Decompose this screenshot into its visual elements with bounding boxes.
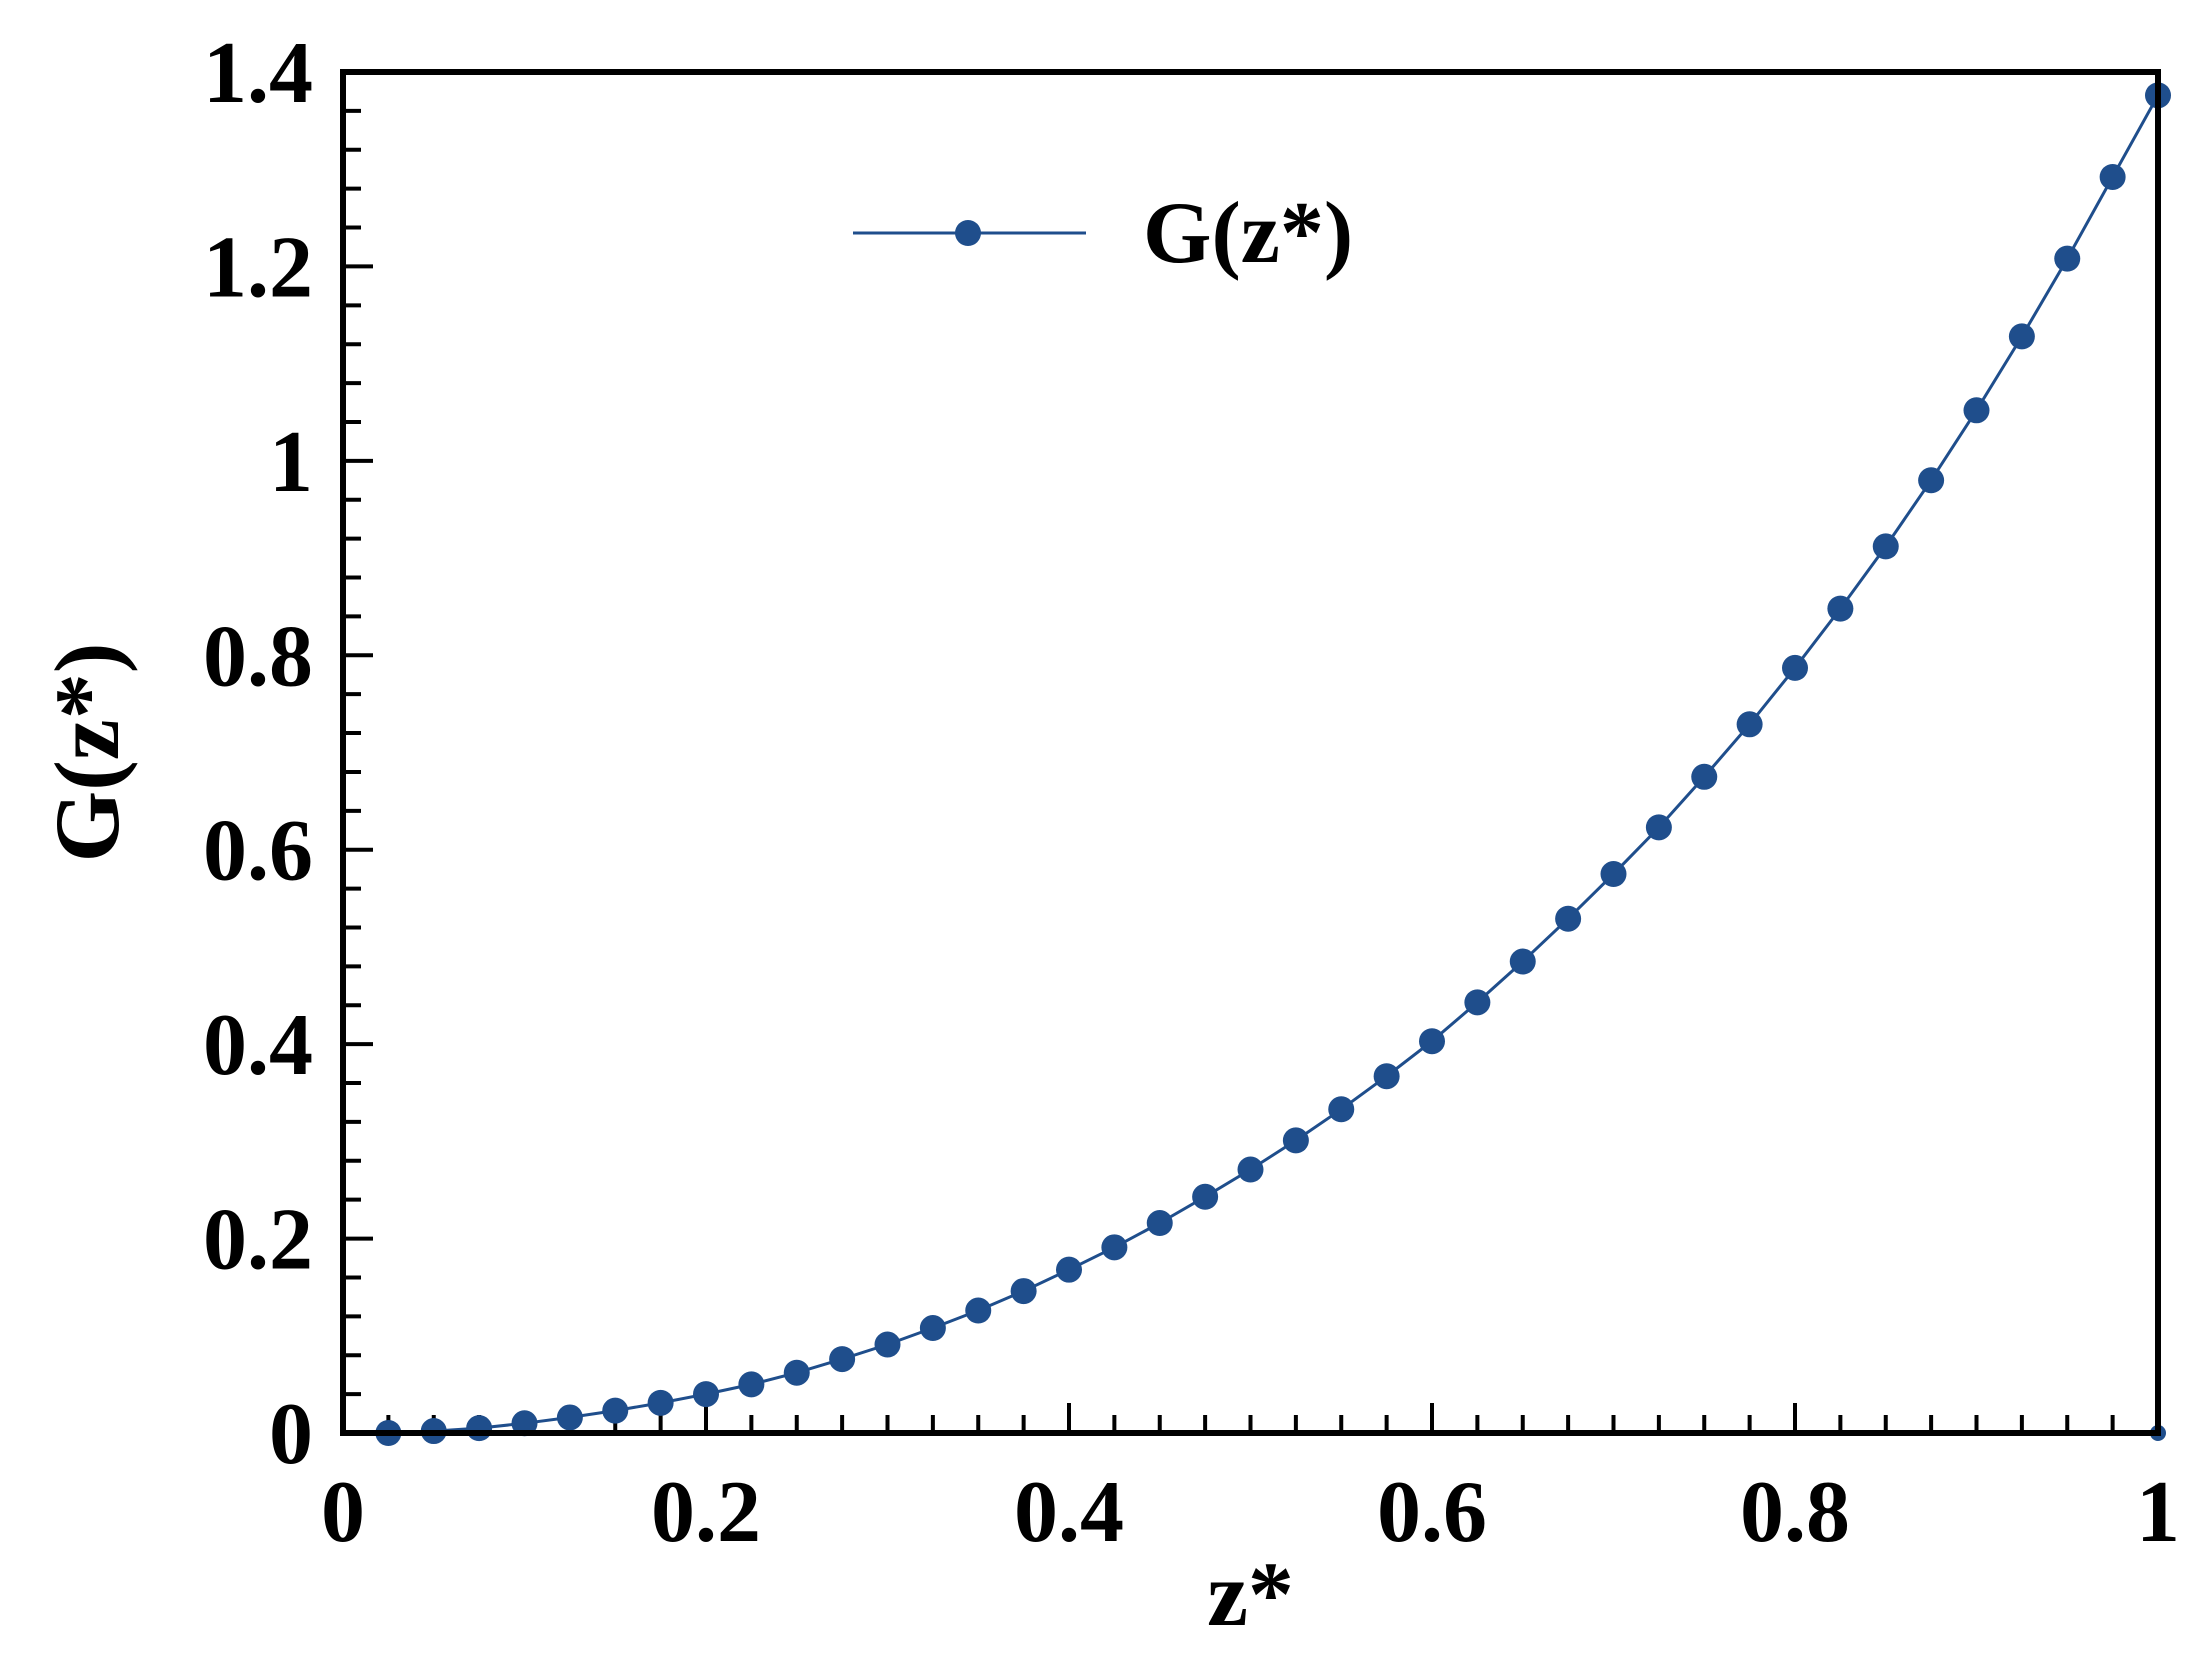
y-tick-label: 0.8 xyxy=(203,608,313,705)
legend: G(z*) xyxy=(853,185,1353,282)
data-point xyxy=(602,1397,629,1424)
x-tick-label: 0.6 xyxy=(1377,1464,1487,1561)
data-point xyxy=(1645,814,1672,841)
data-point xyxy=(1419,1028,1445,1055)
y-tick-label: 0.6 xyxy=(203,803,313,900)
x-tick-label: 0 xyxy=(321,1464,365,1561)
x-tick-label: 1 xyxy=(2136,1464,2180,1561)
data-point xyxy=(1373,1063,1400,1090)
data-point xyxy=(1782,654,1808,681)
y-tick-label: 0 xyxy=(269,1386,313,1483)
y-tick-label: 0.2 xyxy=(203,1192,313,1289)
data-point xyxy=(1282,1127,1309,1154)
data-point xyxy=(1146,1210,1173,1237)
series xyxy=(343,82,2171,1446)
data-point xyxy=(1963,397,1990,424)
data-point xyxy=(1192,1183,1219,1210)
data-point xyxy=(1464,989,1491,1016)
data-point xyxy=(874,1331,901,1358)
tick-labels: 0 0.2 0.4 0.6 0.8 1 0 0.2 0.4 0.6 0.8 1 1.2 1.4 xyxy=(203,25,2180,1561)
data-point xyxy=(2054,245,2081,272)
data-point xyxy=(1328,1096,1355,1123)
data-point xyxy=(829,1346,856,1373)
legend-label: G(z*) xyxy=(1143,185,1353,282)
data-point xyxy=(1691,763,1718,790)
data-point xyxy=(1600,861,1627,888)
data-point xyxy=(1736,711,1763,738)
series-line xyxy=(343,94,2160,1435)
data-point xyxy=(2099,163,2126,190)
data-point xyxy=(1010,1278,1037,1305)
data-point xyxy=(1918,467,1945,494)
y-axis-label: G(z*) xyxy=(36,643,138,863)
data-point xyxy=(2008,323,2035,350)
data-point xyxy=(1237,1156,1264,1183)
data-point xyxy=(1872,533,1899,560)
x-axis-label: z* xyxy=(1207,1543,1294,1645)
data-point xyxy=(783,1359,810,1386)
y-tick-label: 1 xyxy=(269,414,313,511)
x-tick-label: 0.8 xyxy=(1740,1464,1850,1561)
y-tick-label: 0.4 xyxy=(203,997,313,1094)
data-point xyxy=(1509,948,1536,975)
data-point xyxy=(1101,1234,1128,1261)
x-tick-label: 0.2 xyxy=(651,1464,761,1561)
data-point xyxy=(919,1315,946,1342)
x-tick-label: 0.4 xyxy=(1014,1464,1124,1561)
data-point xyxy=(511,1410,538,1437)
data-point xyxy=(738,1371,765,1398)
data-point xyxy=(693,1381,719,1408)
data-point xyxy=(466,1415,493,1442)
plot-frame xyxy=(340,69,2161,1436)
data-point xyxy=(1056,1256,1082,1283)
data-point xyxy=(965,1297,992,1324)
y-tick-label: 1.4 xyxy=(203,25,313,122)
data-point xyxy=(647,1389,674,1416)
data-point xyxy=(556,1404,583,1431)
legend-marker xyxy=(955,220,981,246)
data-point xyxy=(1555,905,1582,932)
data-point xyxy=(1827,595,1854,622)
y-tick-label: 1.2 xyxy=(203,219,313,316)
